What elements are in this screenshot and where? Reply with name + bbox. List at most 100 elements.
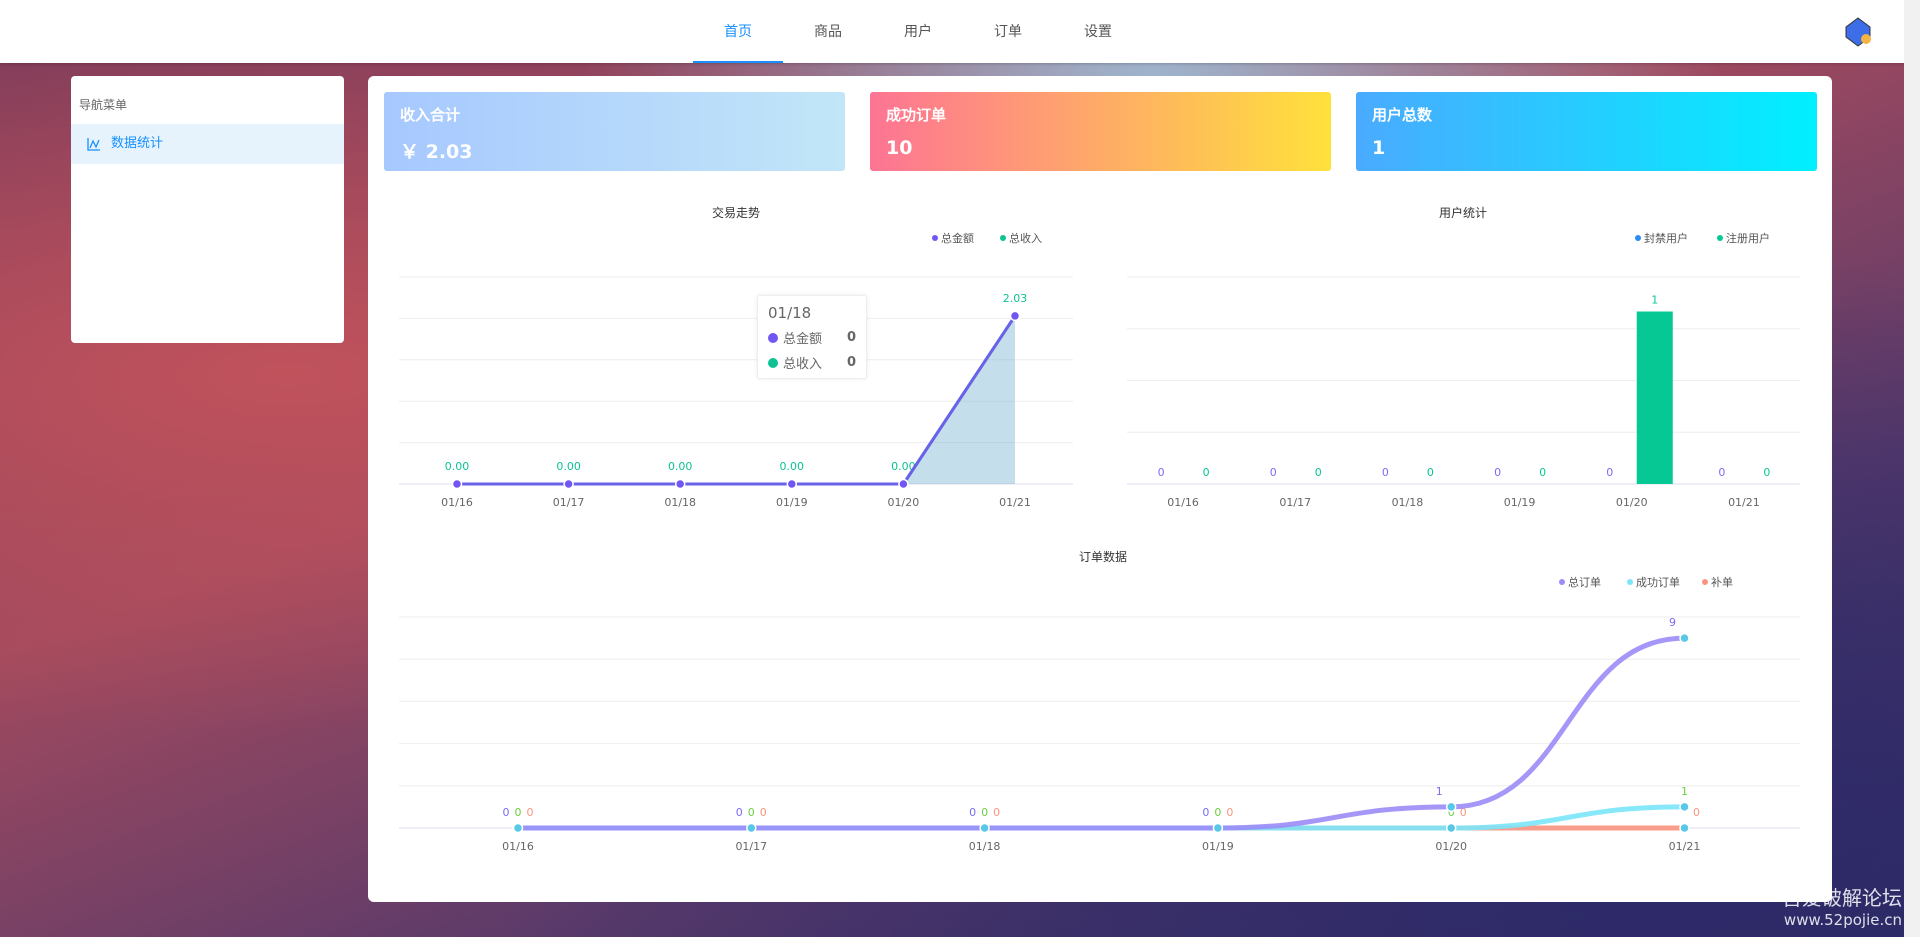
stat-label: 用户总数: [1372, 106, 1433, 124]
legend-dot: [1702, 579, 1708, 585]
data-label: 0: [1460, 806, 1467, 819]
bar-value-label: 0: [1203, 466, 1210, 479]
x-tick-label: 01/17: [553, 496, 585, 509]
tooltip-title: 01/18: [768, 304, 812, 322]
data-label: 0: [1448, 806, 1455, 819]
legend-dot: [768, 357, 778, 368]
tooltip-value: 0: [846, 355, 856, 370]
legend-label: 总收入: [1009, 231, 1042, 245]
legend-label: 总订单: [1568, 575, 1601, 589]
data-label: 0.00: [891, 460, 916, 473]
data-label: 1: [1681, 785, 1688, 798]
bar-value-label: 0: [1315, 466, 1322, 479]
x-tick-label: 01/18: [969, 840, 1001, 853]
data-point: [512, 822, 524, 834]
x-tick-label: 01/20: [888, 496, 920, 509]
data-label: 0: [1214, 806, 1221, 819]
x-tick-label: 01/16: [502, 840, 534, 853]
data-label: 0.00: [556, 460, 581, 473]
stat-value: 1: [1372, 137, 1386, 159]
series-line: [518, 635, 1685, 831]
bar: [1636, 311, 1673, 484]
area-fill: [457, 315, 1015, 484]
watermark-line1: 吾爱破解论坛: [1782, 886, 1902, 910]
data-label: 0: [1226, 806, 1233, 819]
watermark: 吾爱破解论坛 www.52pojie.cn: [1782, 882, 1902, 929]
tooltip-series: 总收入: [783, 357, 823, 372]
data-point: [1679, 822, 1690, 834]
sidebar: 导航菜单 数据统计: [71, 76, 344, 343]
top-nav: 首页 商品 用户 订单 设置: [0, 0, 1904, 63]
stat-value: ￥ 2.03: [400, 141, 473, 163]
tab-4[interactable]: 设置: [1084, 24, 1112, 40]
data-label: 1: [1436, 785, 1443, 798]
legend-label: 成功订单: [1636, 576, 1680, 589]
stat-card: 成功订单 10: [870, 92, 1331, 171]
chart-icon: [87, 138, 100, 151]
legend-dot: [1000, 235, 1006, 241]
data-label: 0: [1693, 806, 1700, 819]
data-label: 0: [981, 806, 988, 819]
stat-label: 收入合计: [400, 106, 461, 124]
x-tick-label: 01/16: [441, 496, 473, 509]
sidebar-item-data-stats[interactable]: 数据统计: [71, 124, 344, 164]
tab-2[interactable]: 用户: [904, 24, 932, 40]
x-tick-label: 01/18: [664, 496, 696, 509]
data-point: [1445, 822, 1457, 834]
x-tick-label: 01/20: [1435, 840, 1467, 853]
stat-card: 收入合计 ￥ 2.03: [384, 92, 845, 171]
sidebar-title: 导航菜单: [79, 98, 128, 112]
logo-icon[interactable]: [1844, 17, 1872, 47]
stat-card: 用户总数 1: [1356, 92, 1817, 171]
x-tick-label: 01/20: [1616, 496, 1648, 509]
x-tick-label: 01/18: [1392, 496, 1424, 509]
stat-value: 10: [886, 137, 913, 159]
scrollbar[interactable]: [1904, 0, 1920, 937]
tooltip: 01/18 总金额 0 总收入 0: [757, 295, 867, 379]
data-label: 0: [527, 806, 534, 819]
x-tick-label: 01/21: [999, 496, 1031, 509]
x-tick-label: 01/19: [1504, 496, 1536, 509]
tooltip-value: 0: [846, 330, 856, 345]
data-point: [1009, 310, 1021, 322]
legend-label: 总金额: [941, 231, 974, 245]
data-label: 9: [1669, 616, 1676, 629]
data-point: [674, 478, 686, 490]
bar-value-label: 0: [1539, 466, 1546, 479]
x-tick-label: 01/16: [1167, 496, 1199, 509]
bar-value-label: 0: [1382, 466, 1389, 479]
tab-3[interactable]: 订单: [994, 24, 1022, 40]
data-label: 0.00: [780, 460, 805, 473]
data-point: [1679, 801, 1690, 813]
legend-dot: [768, 332, 778, 343]
chart-title: 用户统计: [1439, 205, 1487, 220]
chart-title: 交易走势: [712, 205, 760, 220]
sidebar-item-label: 数据统计: [111, 136, 164, 151]
data-label: 0.00: [668, 460, 693, 473]
data-label: 0: [1202, 806, 1209, 819]
data-label: 2.03: [1003, 292, 1028, 305]
legend-dot: [1717, 235, 1723, 241]
bar-value-label: 0: [1718, 466, 1725, 479]
data-label: 0: [503, 806, 510, 819]
data-point: [746, 822, 757, 834]
legend-label: 封禁用户: [1644, 231, 1688, 245]
series-line: [457, 315, 1017, 486]
data-point: [1212, 822, 1224, 834]
data-point: [1445, 801, 1457, 813]
data-point: [451, 478, 463, 490]
legend-dot: [1559, 579, 1565, 585]
bar-value-label: 0: [1427, 466, 1434, 479]
x-tick-label: 01/19: [776, 496, 808, 509]
chart-title: 订单数据: [1079, 549, 1127, 564]
tab-0[interactable]: 首页: [693, 0, 783, 63]
bar-value-label: 0: [1270, 466, 1277, 479]
tab-1[interactable]: 商品: [814, 24, 842, 40]
main-panel: 收入合计 ￥ 2.03 成功订单 10 用户总数 1 交易走势 总金额 总收入 01/16 01/…: [368, 76, 1832, 902]
series-line: [518, 804, 1685, 831]
tooltip-series: 总金额: [783, 332, 823, 347]
bar-value-label: 0: [1763, 466, 1770, 479]
data-label: 0.00: [445, 460, 470, 473]
data-point: [786, 478, 798, 490]
legend-label: 注册用户: [1726, 231, 1770, 245]
